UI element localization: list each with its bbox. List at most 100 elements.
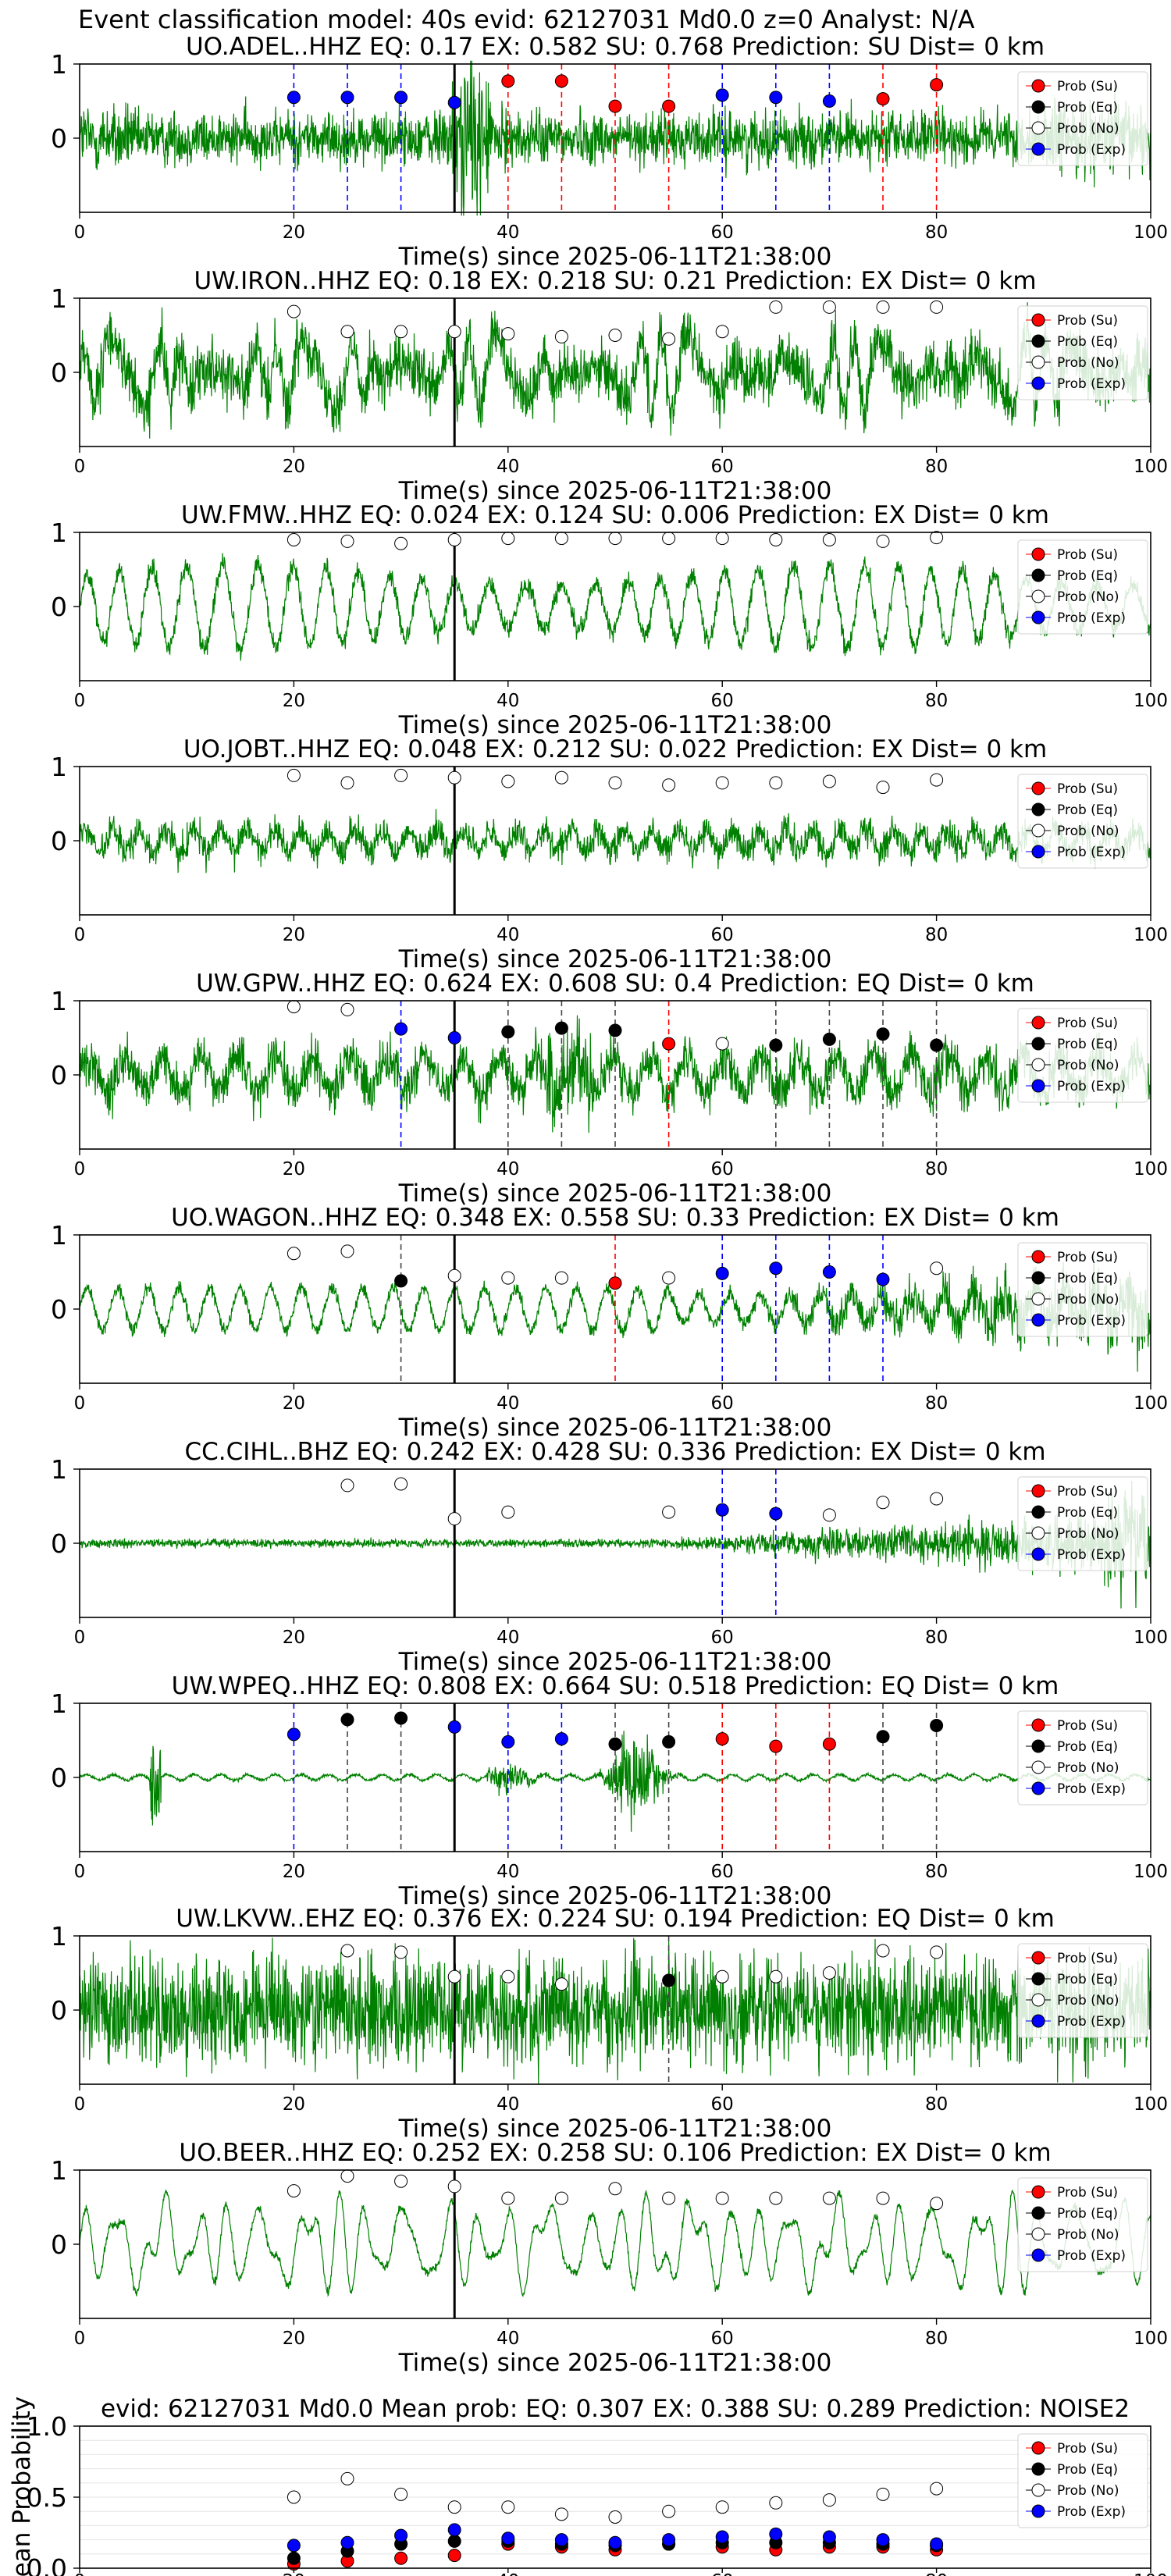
prob-marker-eq	[930, 1038, 944, 1052]
legend-label-su: Prob (Su)	[1057, 313, 1118, 329]
panel-4: UW.GPW..HHZ EQ: 0.624 EX: 0.608 SU: 0.4 …	[51, 970, 1168, 1208]
prob-marker-su	[554, 74, 568, 88]
y-tick-label: 0	[51, 1294, 67, 1325]
y-tick-label: 1	[51, 1220, 67, 1251]
prob-marker-exp	[394, 91, 408, 105]
prob-marker-no	[662, 332, 676, 346]
x-tick-label: 20	[283, 1862, 305, 1882]
prob-marker-exp	[769, 91, 783, 105]
prob-marker-su	[608, 99, 622, 113]
legend-marker-eq	[1031, 334, 1045, 348]
y-tick-label: 1	[51, 518, 67, 548]
x-axis-label: Time(s) since 2025-06-11T21:38:00	[398, 1414, 832, 1442]
x-tick-label: 20	[283, 2329, 305, 2349]
y-tick-label: 0	[51, 1995, 67, 2026]
prob-marker-eq	[608, 1023, 622, 1037]
panel-axes	[79, 1703, 1151, 1852]
legend: Prob (Su) Prob (Eq) Prob (No) Prob (Exp)	[1017, 774, 1148, 869]
legend-marker-su	[1031, 1250, 1045, 1264]
prob-marker-no	[394, 536, 408, 550]
x-tick-label: 20	[283, 2094, 305, 2115]
prob-marker-no	[501, 2191, 515, 2205]
x-tick-label: 60	[711, 457, 734, 477]
mean-prob-marker-no	[662, 2504, 676, 2518]
legend-marker-eq	[1031, 802, 1045, 817]
legend: Prob (Su) Prob (Eq) Prob (No) Prob (Exp)	[1017, 1476, 1148, 1571]
prob-marker-eq	[876, 1027, 890, 1041]
prob-marker-no	[930, 1261, 944, 1276]
x-axis-label: Time(s) since 2025-06-11T21:38:00	[398, 711, 832, 739]
legend-label-no: Prob (No)	[1057, 1058, 1119, 1073]
legend-marker-su	[1031, 1016, 1045, 1030]
prob-marker-no	[769, 533, 783, 546]
panel-title: CC.CIHL..BHZ EQ: 0.242 EX: 0.428 SU: 0.3…	[184, 1438, 1045, 1466]
legend-marker-su	[1031, 2185, 1045, 2199]
x-tick-label: 0	[74, 1628, 86, 1648]
legend-marker-no	[1031, 1760, 1045, 1774]
mean-prob-marker-no	[287, 2490, 301, 2504]
y-tick-label: 0	[51, 358, 67, 388]
legend-label-exp: Prob (Exp)	[1057, 610, 1126, 626]
legend-marker-no	[1031, 2483, 1045, 2497]
legend-label-exp: Prob (Exp)	[1057, 2504, 1126, 2520]
mean-prob-marker-no	[876, 2487, 890, 2501]
x-tick-label: 100	[1134, 2094, 1168, 2115]
legend-marker-su	[1031, 547, 1045, 561]
prob-marker-no	[447, 533, 461, 546]
legend-marker-eq	[1031, 2206, 1045, 2220]
waveform-trace	[79, 553, 1151, 661]
prob-marker-no	[447, 1268, 461, 1283]
prob-marker-eq	[608, 1737, 622, 1751]
mean-prob-marker-no	[715, 2500, 729, 2514]
mean-prob-marker-exp	[876, 2533, 890, 2547]
prob-marker-no	[822, 774, 836, 788]
y-tick-label: 0	[51, 2229, 67, 2260]
x-tick-label: 20	[283, 1393, 305, 1414]
prob-marker-no	[340, 1002, 354, 1016]
legend-label-exp: Prob (Exp)	[1057, 1079, 1126, 1094]
panel-title: UW.LKVW..EHZ EQ: 0.376 EX: 0.224 SU: 0.1…	[176, 1905, 1055, 1933]
legend-label-no: Prob (No)	[1057, 1292, 1119, 1308]
prob-marker-no	[447, 770, 461, 785]
x-tick-label: 20	[283, 691, 305, 711]
x-tick-label: 60	[711, 1862, 734, 1882]
x-tick-label: 20	[283, 2571, 305, 2576]
figure-suptitle: Event classification model: 40s evid: 62…	[78, 5, 975, 34]
legend-frame	[1017, 71, 1148, 166]
y-tick-label: 0	[51, 123, 67, 154]
legend-label-eq: Prob (Eq)	[1057, 2206, 1118, 2222]
y-axis-label: Mean Probability	[8, 2396, 36, 2576]
mean-prob-marker-exp	[501, 2532, 515, 2546]
prob-marker-exp	[769, 1261, 783, 1276]
x-axis-label: Time(s) since 2025-06-11T21:38:00	[398, 477, 832, 505]
x-tick-label: 80	[925, 2094, 948, 2115]
legend-marker-no	[1031, 589, 1045, 603]
prob-marker-exp	[715, 1266, 729, 1280]
x-axis-label: Time(s) since 2025-06-11T21:38:00	[398, 945, 832, 973]
panel-title: UO.JOBT..HHZ EQ: 0.048 EX: 0.212 SU: 0.0…	[183, 735, 1047, 763]
legend-label-eq: Prob (Eq)	[1057, 1505, 1118, 1521]
legend-label-su: Prob (Su)	[1057, 2185, 1118, 2201]
x-tick-label: 0	[74, 222, 86, 243]
prob-marker-eq	[394, 1711, 408, 1725]
x-tick-label: 100	[1134, 2571, 1168, 2576]
prob-marker-no	[501, 774, 515, 788]
x-tick-label: 80	[925, 925, 948, 945]
waveform-trace	[79, 1015, 1151, 1133]
panel-title: UO.WAGON..HHZ EQ: 0.348 EX: 0.558 SU: 0.…	[171, 1204, 1059, 1232]
panel-axes	[79, 1468, 1151, 1618]
mean-prob-marker-exp	[930, 2537, 944, 2551]
prob-marker-exp	[447, 1720, 461, 1734]
prob-marker-no	[662, 532, 676, 546]
x-tick-label: 40	[497, 925, 519, 945]
prob-marker-no	[340, 1244, 354, 1258]
y-tick-label: 0.5	[27, 2482, 67, 2513]
prob-marker-no	[662, 1271, 676, 1285]
prob-marker-no	[501, 1271, 515, 1285]
x-tick-label: 20	[283, 222, 305, 243]
prob-marker-no	[287, 768, 301, 782]
legend-marker-eq	[1031, 1505, 1045, 1519]
prob-marker-no	[769, 776, 783, 790]
panel-title: evid: 62127031 Md0.0 Mean prob: EQ: 0.30…	[101, 2395, 1130, 2423]
prob-marker-no	[394, 1477, 408, 1491]
